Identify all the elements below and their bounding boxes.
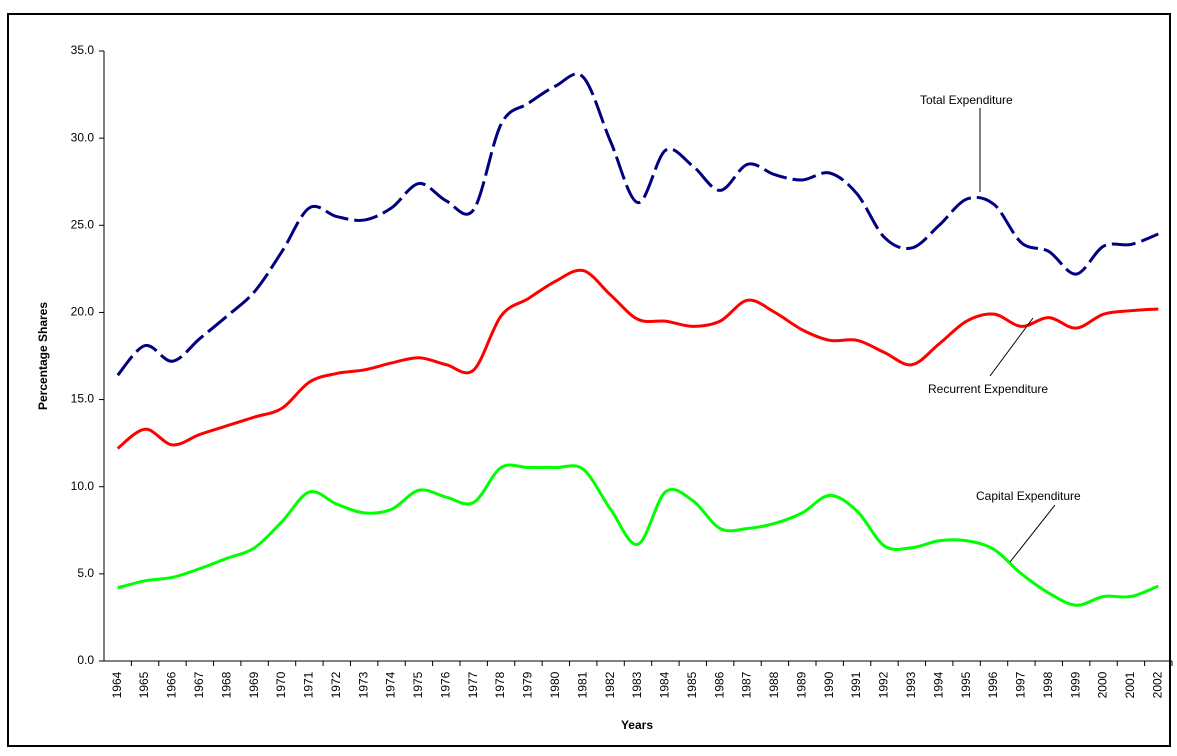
x-tick-label: 1970 bbox=[274, 671, 288, 698]
x-tick-label: 1978 bbox=[493, 671, 507, 698]
series-line bbox=[116, 72, 1159, 377]
y-tick-label: 5.0 bbox=[77, 566, 94, 580]
x-tick-label: 1982 bbox=[603, 671, 617, 698]
x-tick-label: 1986 bbox=[712, 671, 726, 698]
x-tick-label: 1996 bbox=[986, 671, 1000, 698]
x-tick-label: 1994 bbox=[931, 671, 945, 698]
x-tick-label: 1990 bbox=[822, 671, 836, 698]
x-tick-label: 1987 bbox=[740, 671, 754, 698]
legend-label: Recurrent Expenditure bbox=[928, 382, 1048, 396]
y-tick-label: 35.0 bbox=[71, 43, 95, 57]
x-tick-label: 1993 bbox=[904, 671, 918, 698]
x-tick-label: 2002 bbox=[1150, 671, 1164, 698]
series-line bbox=[116, 268, 1159, 450]
x-tick-label: 1971 bbox=[302, 671, 316, 698]
y-tick-label: 15.0 bbox=[71, 392, 95, 406]
x-tick-label: 1968 bbox=[219, 671, 233, 698]
x-tick-label: 1989 bbox=[794, 671, 808, 698]
x-tick-label: 1977 bbox=[466, 671, 480, 698]
x-tick-label: 1964 bbox=[110, 671, 124, 698]
x-tick-label: 2000 bbox=[1096, 671, 1110, 698]
x-tick-label: 1981 bbox=[575, 671, 589, 698]
x-tick-label: 1983 bbox=[630, 671, 644, 698]
x-tick-label: 1999 bbox=[1068, 671, 1082, 698]
x-tick-label: 1969 bbox=[247, 671, 261, 698]
x-tick-label: 1974 bbox=[384, 671, 398, 698]
legend-leader bbox=[1009, 504, 1056, 563]
chart-frame bbox=[7, 13, 1171, 747]
x-tick-label: 1973 bbox=[356, 671, 370, 698]
x-tick-label: 1975 bbox=[411, 671, 425, 698]
x-tick-label: 1988 bbox=[767, 671, 781, 698]
x-tick-label: 1992 bbox=[877, 671, 891, 698]
y-tick-label: 20.0 bbox=[71, 305, 95, 319]
x-tick-label: 1997 bbox=[1014, 671, 1028, 698]
x-tick-label: 1980 bbox=[548, 671, 562, 698]
x-axis-title: Years bbox=[621, 718, 653, 732]
x-tick-label: 1976 bbox=[438, 671, 452, 698]
legend-label: Capital Expenditure bbox=[976, 489, 1081, 503]
x-tick-label: 1967 bbox=[192, 671, 206, 698]
x-tick-label: 1965 bbox=[137, 671, 151, 698]
x-tick-label: 1966 bbox=[165, 671, 179, 698]
legend-label: Total Expenditure bbox=[920, 93, 1013, 107]
y-tick-label: 0.0 bbox=[77, 653, 94, 667]
x-tick-label: 1995 bbox=[959, 671, 973, 698]
x-tick-label: 2001 bbox=[1123, 671, 1137, 698]
x-tick-label: 1998 bbox=[1041, 671, 1055, 698]
x-tick-label: 1979 bbox=[521, 671, 535, 698]
series-line bbox=[117, 463, 1159, 607]
x-tick-label: 1984 bbox=[658, 671, 672, 698]
y-tick-label: 30.0 bbox=[71, 130, 95, 144]
legend-leader bbox=[989, 317, 1034, 377]
x-tick-label: 1991 bbox=[849, 671, 863, 698]
y-tick-label: 10.0 bbox=[71, 479, 95, 493]
x-tick-label: 1972 bbox=[329, 671, 343, 698]
x-tick-label: 1985 bbox=[685, 671, 699, 698]
y-tick-label: 25.0 bbox=[71, 217, 95, 231]
y-axis-title: Percentage Shares bbox=[36, 302, 50, 410]
